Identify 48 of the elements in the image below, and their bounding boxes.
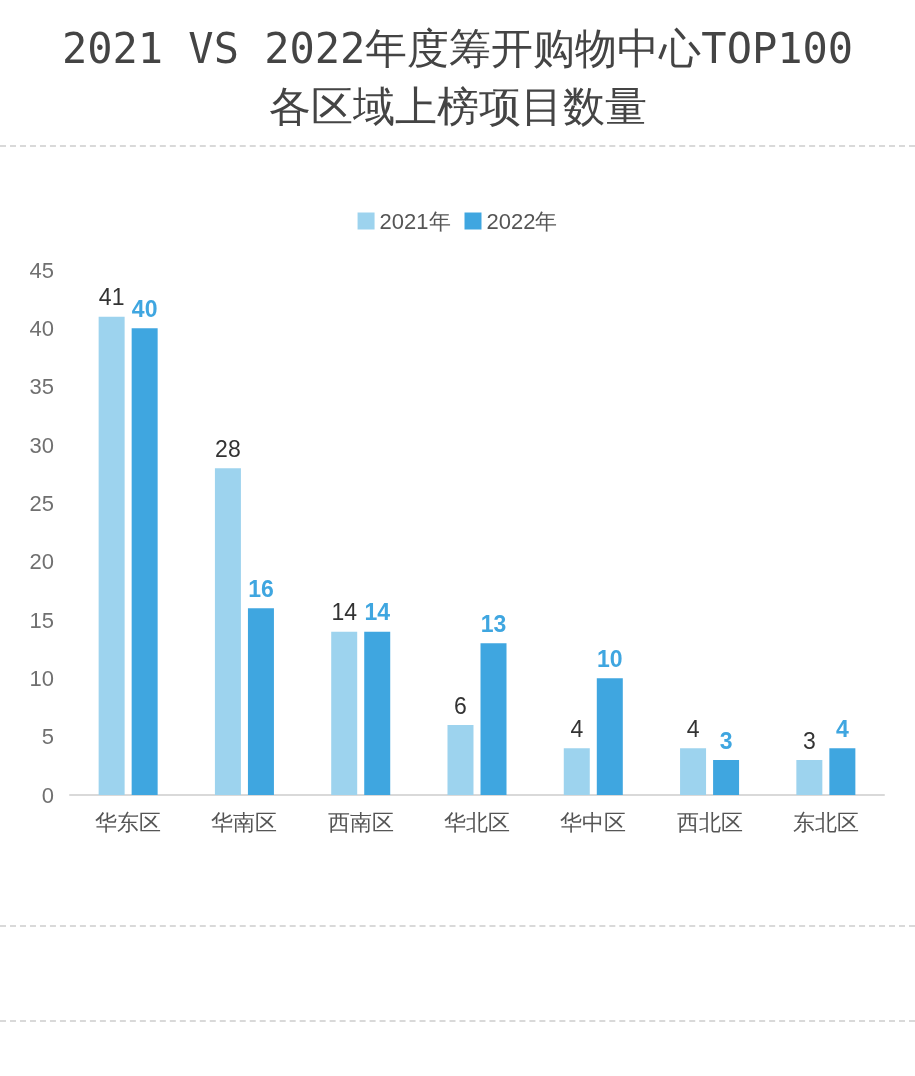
data-label: 28: [215, 435, 241, 462]
data-label: 16: [248, 575, 274, 602]
x-tick-label: 东北区: [792, 809, 859, 835]
bar: [480, 643, 507, 795]
y-tick-label: 5: [41, 724, 54, 750]
data-label: 4: [835, 715, 849, 742]
bar: [364, 631, 391, 795]
bar: [98, 316, 125, 795]
data-label: 41: [98, 284, 125, 311]
y-tick-label: 35: [29, 374, 54, 400]
bar: [214, 468, 241, 795]
chart-title: 2021 VS 2022年度筹开购物中心TOP100各区域上榜项目数量: [61, 23, 854, 131]
y-tick-label: 0: [41, 782, 54, 808]
bar: [131, 328, 158, 795]
legend-label: 2022年: [486, 208, 558, 234]
y-tick-label: 20: [29, 549, 54, 575]
bar: [713, 760, 740, 795]
x-tick-label: 华北区: [444, 809, 510, 835]
y-tick-label: 25: [29, 490, 54, 516]
data-label: 3: [802, 727, 816, 754]
data-label: 6: [454, 692, 467, 719]
x-tick-label: 华南区: [211, 809, 278, 835]
y-tick-label: 45: [29, 257, 54, 283]
bar: [829, 748, 856, 795]
y-tick-label: 15: [29, 607, 54, 633]
legend-label: 2021年: [379, 208, 451, 234]
x-tick-label: 西南区: [327, 809, 394, 835]
x-tick-label: 华东区: [95, 809, 162, 835]
bar: [680, 748, 707, 795]
bar: [796, 760, 823, 795]
data-label: 4: [686, 715, 700, 742]
bar: [563, 748, 590, 795]
y-tick-label: 40: [29, 315, 54, 341]
data-label: 10: [597, 645, 623, 672]
bar: [247, 608, 274, 795]
data-label: 14: [364, 599, 391, 626]
y-tick-label: 30: [29, 432, 54, 458]
data-label: 13: [480, 610, 507, 637]
bar: [596, 678, 623, 795]
x-tick-label: 华中区: [560, 809, 627, 835]
data-label: 4: [570, 715, 584, 742]
y-tick-label: 10: [29, 665, 54, 691]
x-tick-label: 西北区: [676, 809, 743, 835]
data-label: 14: [331, 599, 358, 626]
data-label: 40: [131, 295, 158, 322]
bar: [331, 631, 358, 795]
bar: [447, 725, 474, 795]
data-label: 3: [719, 727, 733, 754]
